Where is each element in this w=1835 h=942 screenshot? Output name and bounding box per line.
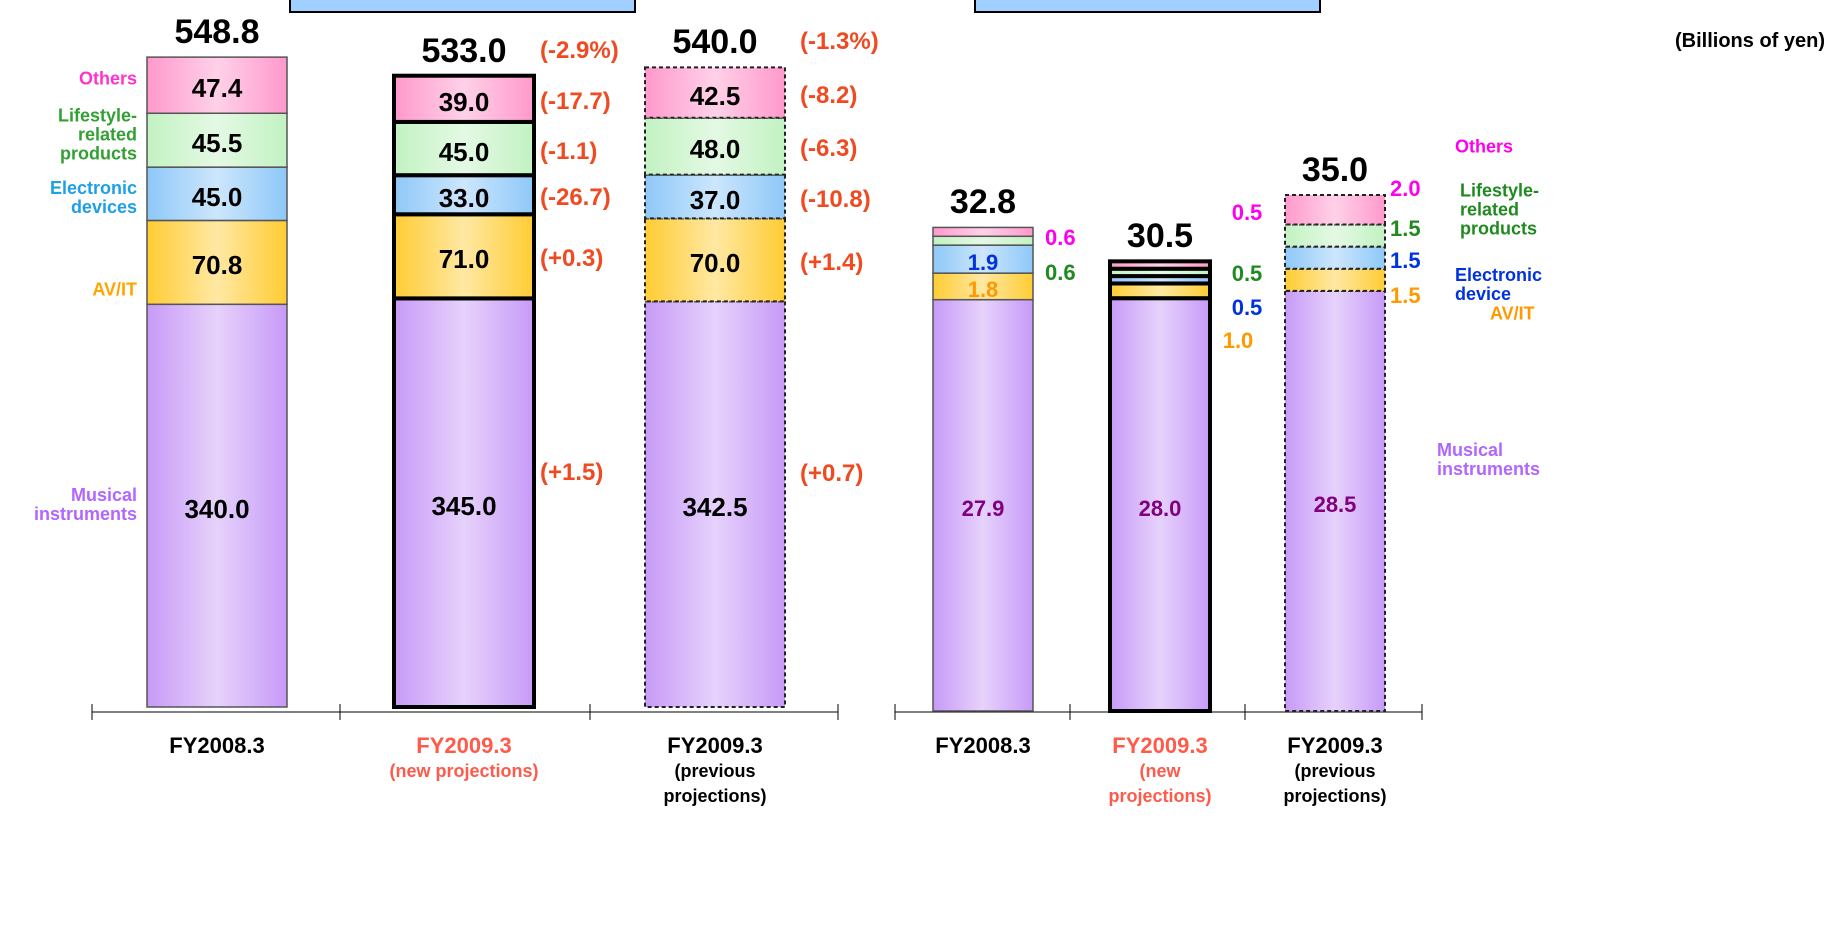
value-label: 1.5 [1390,248,1421,273]
value-label: 45.0 [191,181,243,212]
value-label: 37.0 [689,184,741,215]
category-label: (previous [1294,761,1376,781]
category-label: FY2009.3 [1287,733,1383,758]
value-label: 28.0 [1138,495,1182,521]
value-label: 45.5 [191,128,243,159]
value-label: 42.5 [689,80,741,111]
total-label: 540.0 [672,23,758,62]
unit-label: (Billions of yen) [1675,30,1825,52]
value-label: 0.5 [1231,261,1263,286]
category-label: FY2008.3 [169,733,265,758]
bar-segment [1284,289,1386,712]
value-label: 70.8 [191,250,243,281]
category-label: projections) [1108,786,1212,806]
value-label: 0.6 [1045,260,1076,285]
value-label: 70.0 [689,247,741,278]
legend-label: Others [1455,136,1514,157]
legend-label: AV/IT [1490,303,1535,324]
legend-label: Lifestyle-related products [1460,180,1540,239]
change-label: (-10.8) [800,185,871,213]
value-label: 1.9 [967,250,999,276]
legend-label: Musical instruments [33,485,137,524]
value-label: 71.0 [438,244,490,275]
value-label: 47.4 [191,73,243,104]
change-label: (-17.7) [540,87,611,115]
change-label: (-6.3) [800,135,858,163]
category-label: FY2009.3 [1112,733,1208,758]
bar-segment [392,73,536,124]
bar-segment [1284,245,1386,270]
value-label: 45.0 [438,136,490,167]
category-label: FY2009.3 [667,733,763,758]
legend-label: Electronic devices [49,178,137,217]
bar-segment [146,219,288,306]
bar-segment [1284,267,1386,292]
value-label: 345.0 [431,490,497,521]
bar-segment [146,56,288,115]
value-label: 33.0 [438,182,490,213]
value-label: 0.5 [1231,200,1263,225]
legend-label: AV/IT [92,279,137,300]
change-label: (+0.3) [540,245,604,273]
category-label: projections) [663,786,767,806]
category-label: (new projections) [389,761,539,781]
bar-segment [392,212,536,301]
change-label: (+1.5) [540,458,604,486]
category-label: FY2009.3 [416,733,512,758]
bar-segment [932,272,1034,301]
change-label: (+1.4) [800,248,864,276]
change-label: (-1.1) [540,137,598,165]
total-label: 30.5 [1126,217,1194,256]
bar-segment [1108,296,1212,713]
change-label: (+0.7) [800,460,864,488]
value-label: 2.0 [1390,176,1421,201]
change-label: (-8.2) [800,81,858,109]
bar-segment [644,66,786,119]
value-label: 1.0 [1222,328,1254,353]
header-box [974,0,1321,13]
value-label: 48.0 [689,134,741,165]
value-label: 1.5 [1390,216,1421,241]
legend-label: Lifestyle-related products [57,105,137,164]
bar-segment [1284,194,1386,226]
category-label: (new [1139,761,1181,781]
legend-label: Others [78,68,137,89]
bar-segment [1108,281,1212,301]
category-label: (previous [674,761,756,781]
total-change-label: (-1.3%) [800,28,879,56]
bar-segment [392,296,536,709]
bar-segment [146,112,288,168]
value-label: 1.8 [967,277,999,303]
value-label: 39.0 [438,86,490,117]
value-label: 340.0 [184,493,250,524]
bar-segment [932,226,1034,238]
bar-segment [1284,223,1386,248]
total-change-label: (-2.9%) [540,36,619,64]
bar-segment [932,298,1034,712]
bar-segment [392,119,536,178]
total-label: 35.0 [1301,151,1369,189]
bar-segment [932,244,1034,274]
bar-segment [1108,259,1212,271]
value-label: 342.5 [682,492,748,523]
legend-label: Musical instruments [1437,440,1541,479]
value-label: 1.5 [1390,283,1421,308]
bar-segment [146,303,288,708]
total-label: 32.8 [949,183,1017,222]
header-box [289,0,636,13]
value-label: 27.9 [961,496,1005,522]
category-label: FY2008.3 [935,733,1031,758]
bar-segment [932,235,1034,246]
value-label: 0.6 [1045,225,1076,250]
total-label: 548.8 [174,13,260,51]
total-label: 533.0 [421,31,507,70]
bar-segment [644,116,786,176]
legend-label: Electronic device [1455,265,1543,304]
value-label: 28.5 [1313,491,1357,517]
change-label: (-26.7) [540,183,611,211]
value-label: 0.5 [1231,295,1263,320]
category-label: projections) [1283,786,1387,806]
